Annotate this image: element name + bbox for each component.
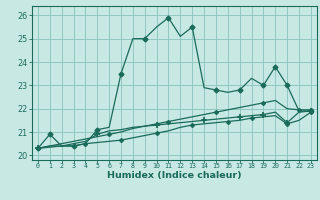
X-axis label: Humidex (Indice chaleur): Humidex (Indice chaleur) [107, 171, 242, 180]
